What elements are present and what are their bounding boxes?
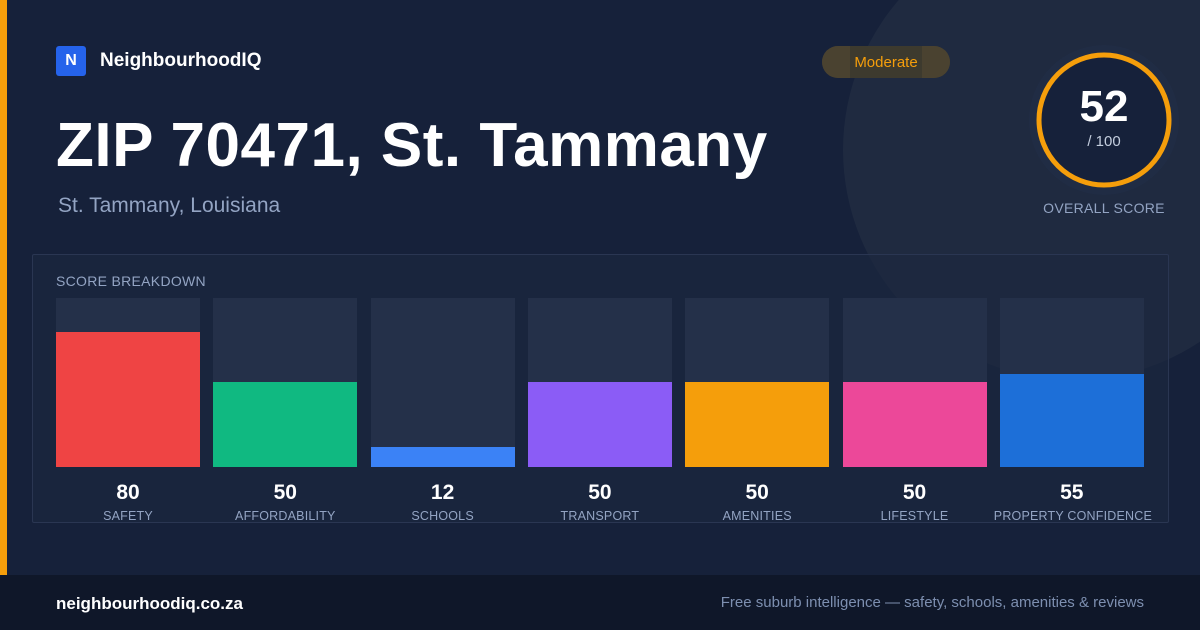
bar-fill bbox=[213, 382, 358, 467]
bar-fill bbox=[370, 447, 515, 467]
footer-tagline: Free suburb intelligence — safety, schoo… bbox=[720, 594, 1144, 611]
bar-value: 50 bbox=[902, 481, 927, 504]
share-card: N NeighbourhoodIQ ZIP 70471, St. Tammany… bbox=[0, 0, 1180, 575]
location-subtitle: St. Tammany, Louisiana bbox=[58, 194, 281, 217]
bar-fill bbox=[842, 382, 987, 467]
bar-value: 50 bbox=[745, 481, 769, 504]
brand-logo-icon: N bbox=[56, 46, 86, 76]
rating-badge-label: Moderate bbox=[854, 53, 918, 71]
bar-track bbox=[842, 298, 987, 467]
breakdown-title: SCORE BREAKDOWN bbox=[56, 273, 206, 289]
bar-track bbox=[999, 298, 1144, 467]
bar-value: 50 bbox=[273, 481, 297, 504]
score-breakdown-panel: SCORE BREAKDOWN 80 SAFETY 50 AFFORDABILITY 1… bbox=[32, 254, 1169, 523]
bar-track bbox=[685, 298, 830, 467]
score-ring-icon bbox=[1029, 45, 1179, 195]
bar-value: 80 bbox=[116, 481, 140, 504]
bar-value: 55 bbox=[1060, 481, 1084, 504]
bar-label: PROPERTY CONFIDENCE bbox=[993, 509, 1153, 523]
bar-label: SAFETY bbox=[103, 509, 153, 523]
bar-label: AMENITIES bbox=[722, 509, 792, 523]
bar-track bbox=[56, 298, 200, 467]
overall-score-max: / 100 bbox=[1087, 133, 1121, 150]
breakdown-bars: 80 SAFETY 50 AFFORDABILITY 12 SCHOOLS 50 TRANSP… bbox=[33, 255, 1170, 524]
bar-value: 50 bbox=[588, 481, 612, 504]
bar-track bbox=[370, 298, 515, 467]
bar-value: 12 bbox=[430, 481, 455, 504]
bar-label: SCHOOLS bbox=[411, 509, 474, 523]
page-title: ZIP 70471, St. Tammany bbox=[56, 111, 768, 180]
overall-score-ring: 52 / 100 bbox=[1028, 44, 1180, 196]
overall-score-label: OVERALL SCORE bbox=[1043, 200, 1165, 216]
bar-track bbox=[213, 298, 358, 467]
accent-bar bbox=[0, 0, 7, 575]
rating-badge: Moderate bbox=[822, 46, 950, 78]
brand[interactable]: N NeighbourhoodIQ bbox=[56, 46, 261, 76]
bar-fill bbox=[56, 332, 200, 467]
bar-fill bbox=[527, 382, 672, 467]
bar-fill bbox=[685, 382, 830, 467]
bar-track bbox=[527, 298, 672, 467]
footer-url-link[interactable]: neighbourhoodiq.co.za bbox=[56, 594, 243, 613]
brand-name: NeighbourhoodIQ bbox=[100, 50, 262, 71]
bar-label: TRANSPORT bbox=[560, 509, 640, 523]
bar-label: AFFORDABILITY bbox=[235, 509, 336, 523]
bar-fill bbox=[999, 374, 1144, 467]
bar-label: LIFESTYLE bbox=[880, 509, 949, 523]
footer: neighbourhoodiq.co.za Free suburb intell… bbox=[0, 575, 1200, 630]
overall-score-value: 52 bbox=[1079, 82, 1129, 131]
